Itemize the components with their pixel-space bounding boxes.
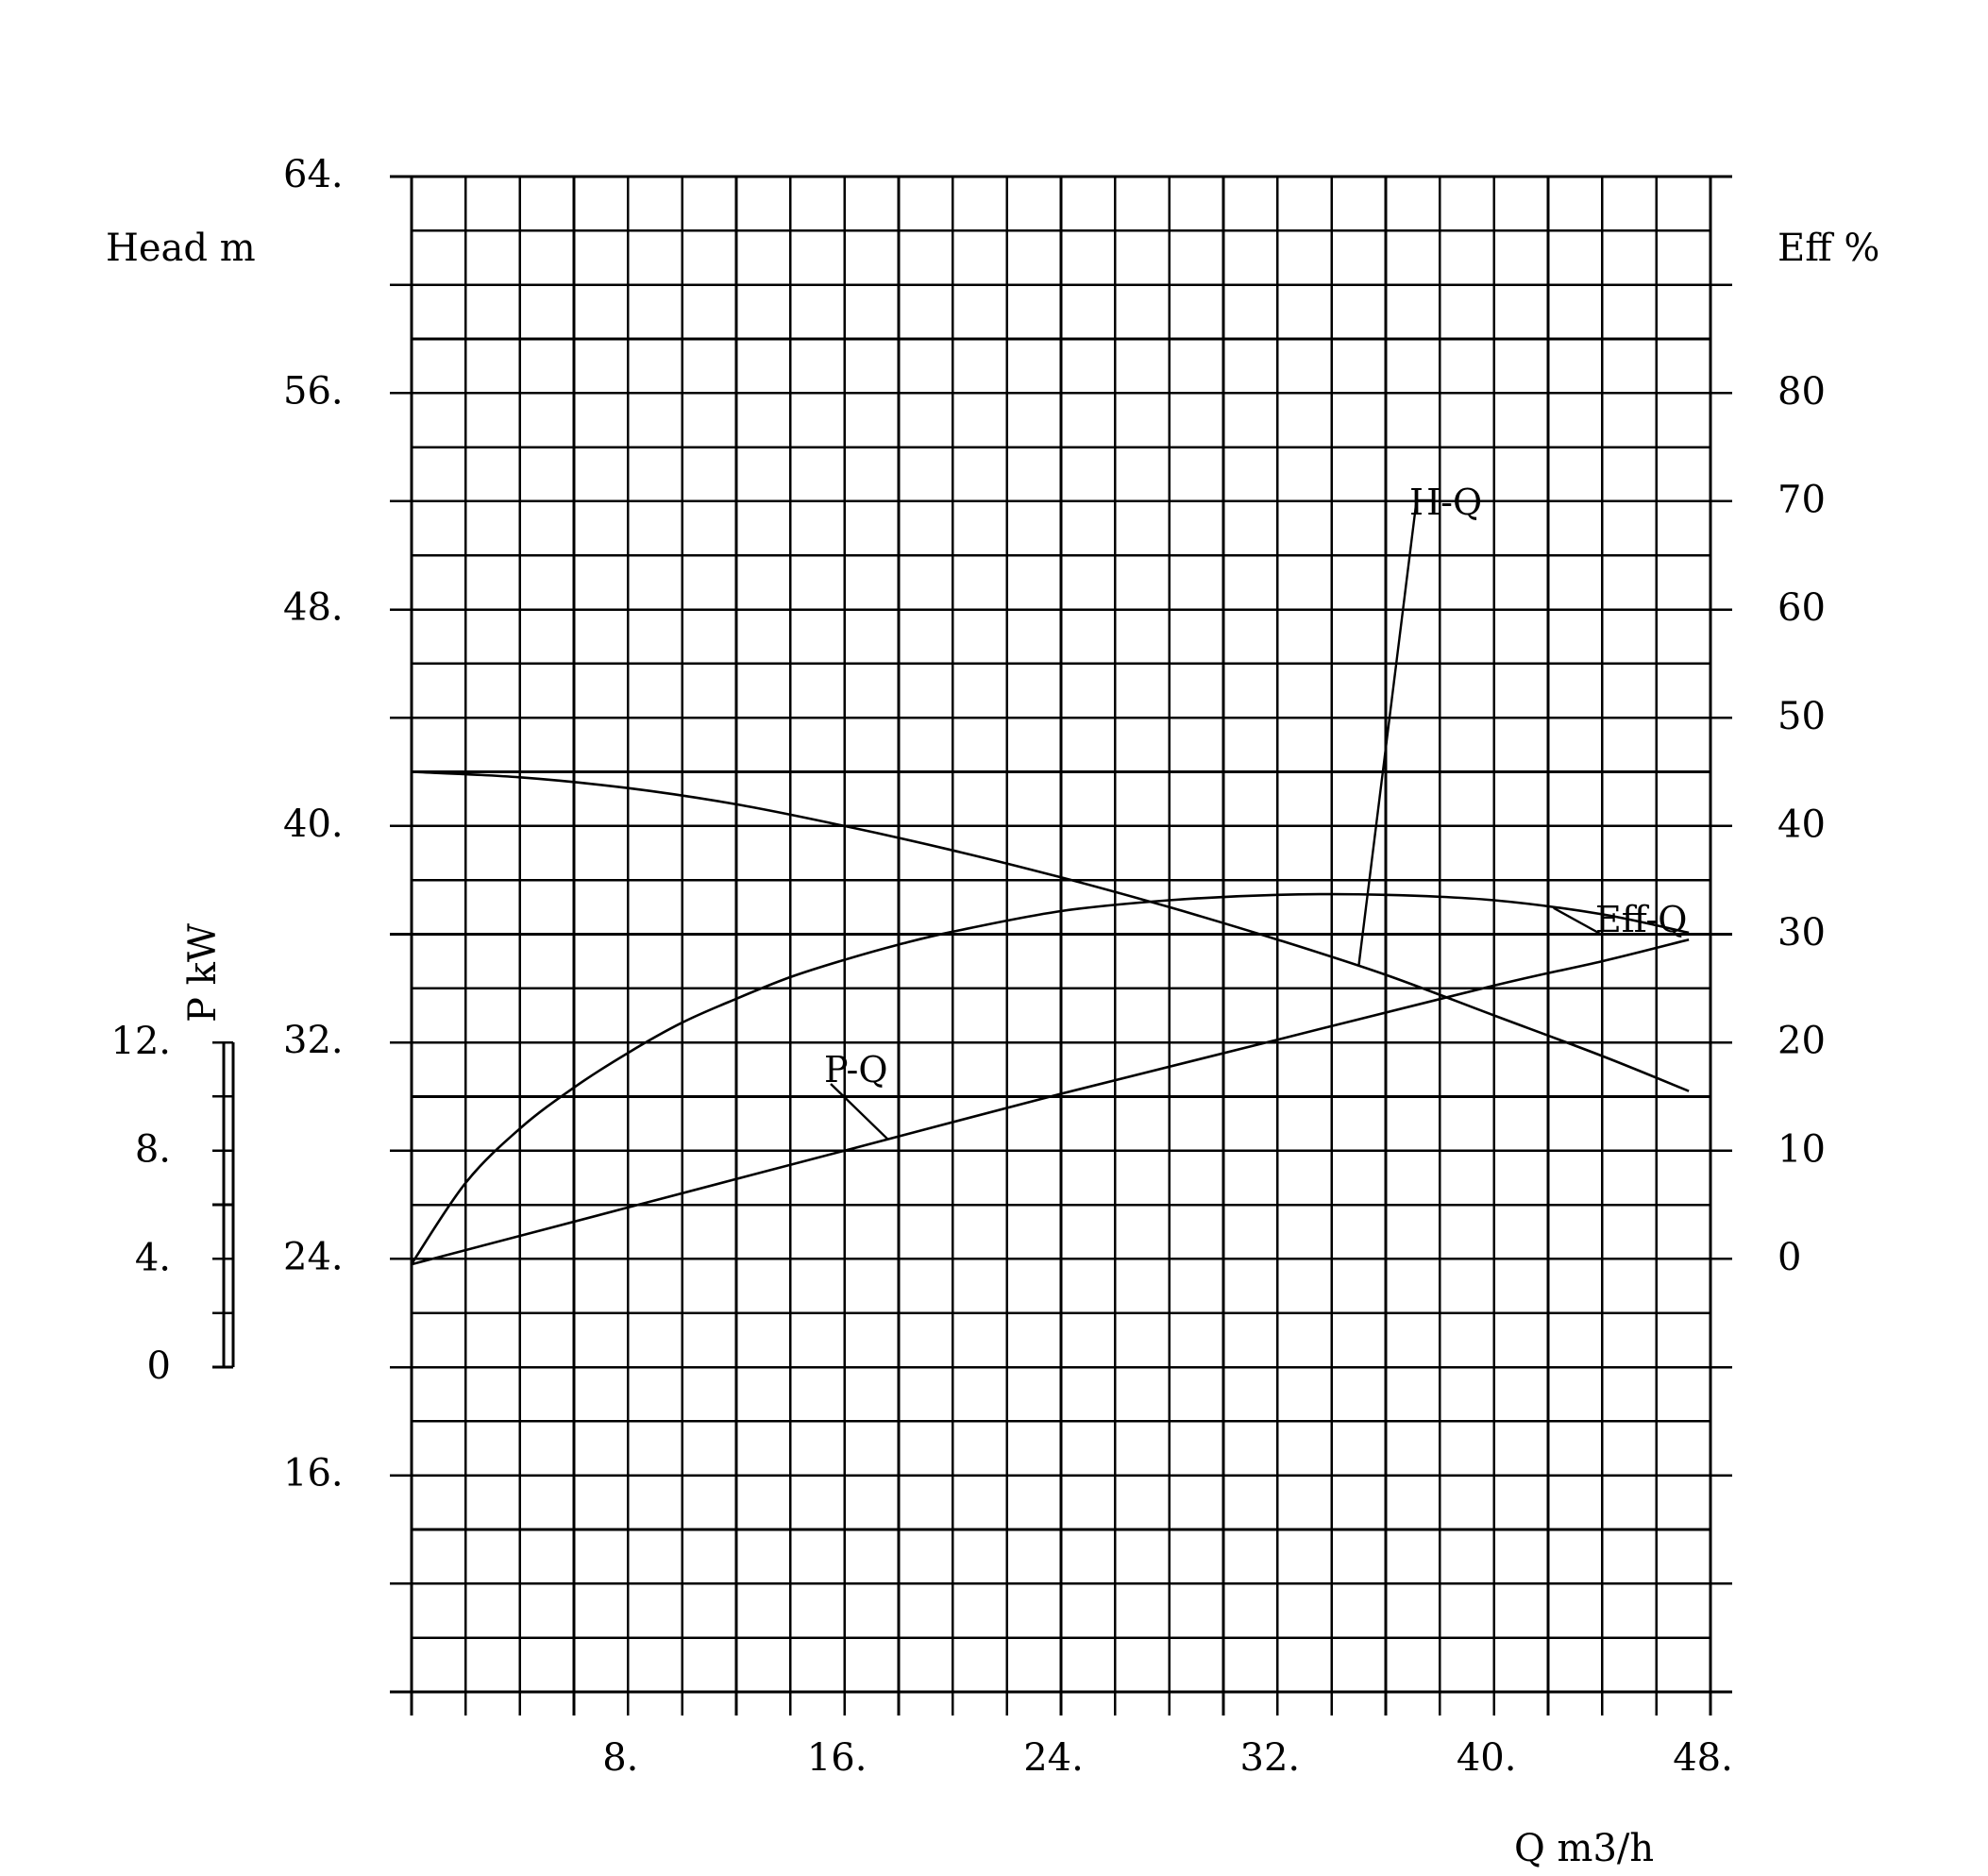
eff-tick-label: 40	[1777, 803, 1826, 846]
x-tick-label: 8.	[602, 1736, 638, 1780]
curve-label-eff-q: Eff-Q	[1595, 899, 1687, 940]
x-tick-label: 32.	[1240, 1736, 1301, 1780]
power-tick-label: 12.	[110, 1020, 171, 1063]
axis-tick-labels: 64. 56. 48. 40. 32. 24. 16. 80 70 60 50 40 30 20 10 0 8.…	[110, 153, 1826, 1780]
x-tick-label: 16.	[807, 1736, 868, 1780]
curve-label-h-q: H-Q	[1409, 482, 1482, 523]
eff-tick-label: 50	[1777, 695, 1826, 738]
eff-tick-label: 10	[1777, 1127, 1826, 1171]
power-tick-label: 0	[147, 1344, 171, 1388]
eff-tick-label: 20	[1777, 1020, 1826, 1063]
x-tick-label: 40.	[1457, 1736, 1517, 1780]
curve-label-leader	[1553, 906, 1603, 937]
eff-tick-label: 80	[1777, 370, 1826, 414]
head-tick-label: 64.	[283, 153, 344, 196]
power-axis-label: P kW	[181, 923, 225, 1023]
head-tick-label: 24.	[283, 1235, 344, 1278]
performance-curves: H-Q Eff-Q P-Q	[410, 482, 1690, 1266]
head-tick-label: 40.	[283, 803, 344, 846]
x-tick-label: 48.	[1673, 1736, 1733, 1780]
curve-h-q	[411, 770, 1690, 1092]
x-tick-label: 24.	[1023, 1736, 1084, 1780]
eff-axis-label: Eff %	[1777, 227, 1879, 270]
head-tick-label: 32.	[283, 1019, 344, 1062]
eff-tick-label: 0	[1777, 1236, 1801, 1279]
head-tick-label: 16.	[283, 1452, 344, 1496]
curve-label-leader	[830, 1083, 889, 1141]
eff-tick-label: 60	[1777, 586, 1826, 630]
curve-p-q	[411, 938, 1690, 1266]
curve-eff-q	[410, 892, 1690, 1265]
head-tick-label: 48.	[283, 586, 344, 630]
curve-label-p-q: P-Q	[824, 1049, 887, 1090]
head-tick-label: 56.	[283, 369, 344, 413]
eff-tick-label: 70	[1777, 479, 1826, 522]
curve-label-leader	[1357, 504, 1418, 967]
power-tick-label: 4.	[135, 1236, 171, 1279]
x-axis-label: Q m3/h	[1514, 1827, 1654, 1870]
power-tick-label: 8.	[135, 1128, 171, 1172]
head-axis-label: Head m	[106, 227, 256, 270]
chart-grid	[212, 175, 1732, 1715]
eff-tick-label: 30	[1777, 911, 1826, 955]
